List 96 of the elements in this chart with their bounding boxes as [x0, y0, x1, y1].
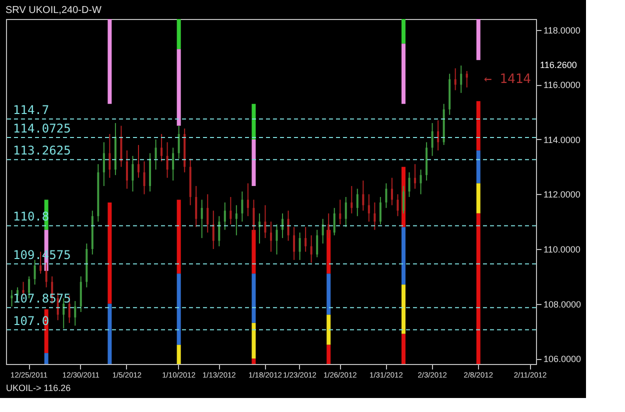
- candlestick: [293, 226, 296, 260]
- bar: [402, 284, 406, 334]
- candlestick: [102, 142, 105, 187]
- candlestick: [143, 160, 146, 195]
- y-tick-label: 112.0000: [544, 190, 580, 200]
- candlestick: [34, 259, 36, 286]
- bar: [476, 101, 480, 150]
- candlestick: [333, 207, 336, 236]
- ref-line-label: 113.2625: [13, 144, 71, 158]
- bar: [252, 230, 256, 274]
- ref-line-label: 114.0725: [13, 121, 71, 136]
- candlestick: [241, 191, 244, 222]
- candlestick: [282, 212, 284, 239]
- candlestick: [374, 202, 376, 230]
- candlestick: [362, 180, 364, 212]
- y-tick-label: 110.0000: [544, 244, 580, 254]
- bar: [252, 104, 256, 140]
- candlestick: [408, 172, 410, 198]
- bar: [176, 19, 181, 50]
- candlestick: [224, 202, 226, 230]
- candlestick: [235, 204, 238, 236]
- candlestick: [454, 68, 456, 91]
- candlestick: [339, 199, 342, 225]
- candlestick: [344, 196, 347, 228]
- text: 116.2600: [540, 60, 577, 70]
- candlestick: [304, 226, 307, 252]
- bar: [252, 358, 256, 364]
- y-tick-label: 106.0000: [544, 354, 582, 364]
- candlestick: [206, 194, 209, 234]
- bar: [44, 353, 48, 364]
- chart-title: SRV UKOIL,240-D-W: [6, 5, 102, 16]
- bar: [176, 49, 181, 126]
- y-tick-label: 116.0000: [544, 80, 580, 90]
- bar: [402, 227, 406, 285]
- bar: [176, 344, 181, 364]
- bar: [476, 150, 480, 184]
- bar: [326, 344, 331, 364]
- candlestick: [460, 65, 462, 94]
- ref-line-label: 114.7: [13, 102, 50, 117]
- annotation: ← 1414: [484, 72, 532, 87]
- candlestick: [414, 164, 416, 190]
- bar: [108, 304, 112, 364]
- candlestick: [437, 120, 440, 151]
- candlestick: [270, 221, 272, 252]
- y-tick-label: 108.0000: [544, 299, 582, 310]
- candlestick: [390, 177, 393, 206]
- bar: [402, 334, 406, 364]
- bar: [252, 322, 256, 359]
- candlestick: [350, 186, 353, 214]
- candlestick: [431, 122, 434, 156]
- candlestick: [108, 134, 111, 178]
- candlestick: [230, 196, 232, 225]
- candlestick: [154, 138, 157, 170]
- bar: [402, 44, 406, 104]
- candlestick: [132, 155, 134, 192]
- candlestick: [287, 210, 290, 242]
- bar: [252, 139, 256, 186]
- candlestick: [166, 142, 168, 178]
- bar: [326, 314, 331, 345]
- bar: [108, 202, 112, 304]
- candlestick: [396, 194, 399, 217]
- candlestick: [298, 232, 301, 260]
- candlestick: [310, 234, 312, 264]
- candlestick: [466, 70, 468, 88]
- bar: [476, 19, 480, 60]
- candlestick: [420, 169, 422, 195]
- candlestick: [218, 216, 220, 247]
- candlestick: [276, 224, 278, 255]
- bar: [326, 274, 331, 315]
- bar: [252, 274, 256, 323]
- candlestick: [264, 204, 266, 239]
- candlestick: [195, 186, 198, 228]
- candlestick: [10, 290, 13, 307]
- candlestick: [316, 229, 318, 258]
- candlestick: [212, 210, 214, 250]
- bar: [176, 274, 181, 345]
- y-tick-label: 114.0000: [544, 134, 580, 145]
- candlestick: [74, 300, 76, 326]
- candlestick: [200, 199, 203, 239]
- candlestick: [322, 218, 324, 244]
- y-tick-label: 118.0000: [544, 25, 580, 36]
- candlestick: [356, 188, 358, 217]
- bar: [176, 200, 181, 274]
- candlestick: [368, 194, 370, 222]
- candlestick: [385, 182, 388, 208]
- candlestick: [126, 150, 128, 190]
- bar: [108, 19, 112, 104]
- text: UKOIL-> 116.26: [6, 383, 71, 393]
- candlestick: [379, 196, 382, 225]
- bar: [402, 19, 406, 44]
- bar: [476, 213, 480, 364]
- candlestick: [246, 182, 249, 217]
- bar: [476, 183, 480, 214]
- candlestick: [138, 144, 140, 178]
- candlestick: [160, 134, 163, 162]
- candlestick: [172, 147, 174, 182]
